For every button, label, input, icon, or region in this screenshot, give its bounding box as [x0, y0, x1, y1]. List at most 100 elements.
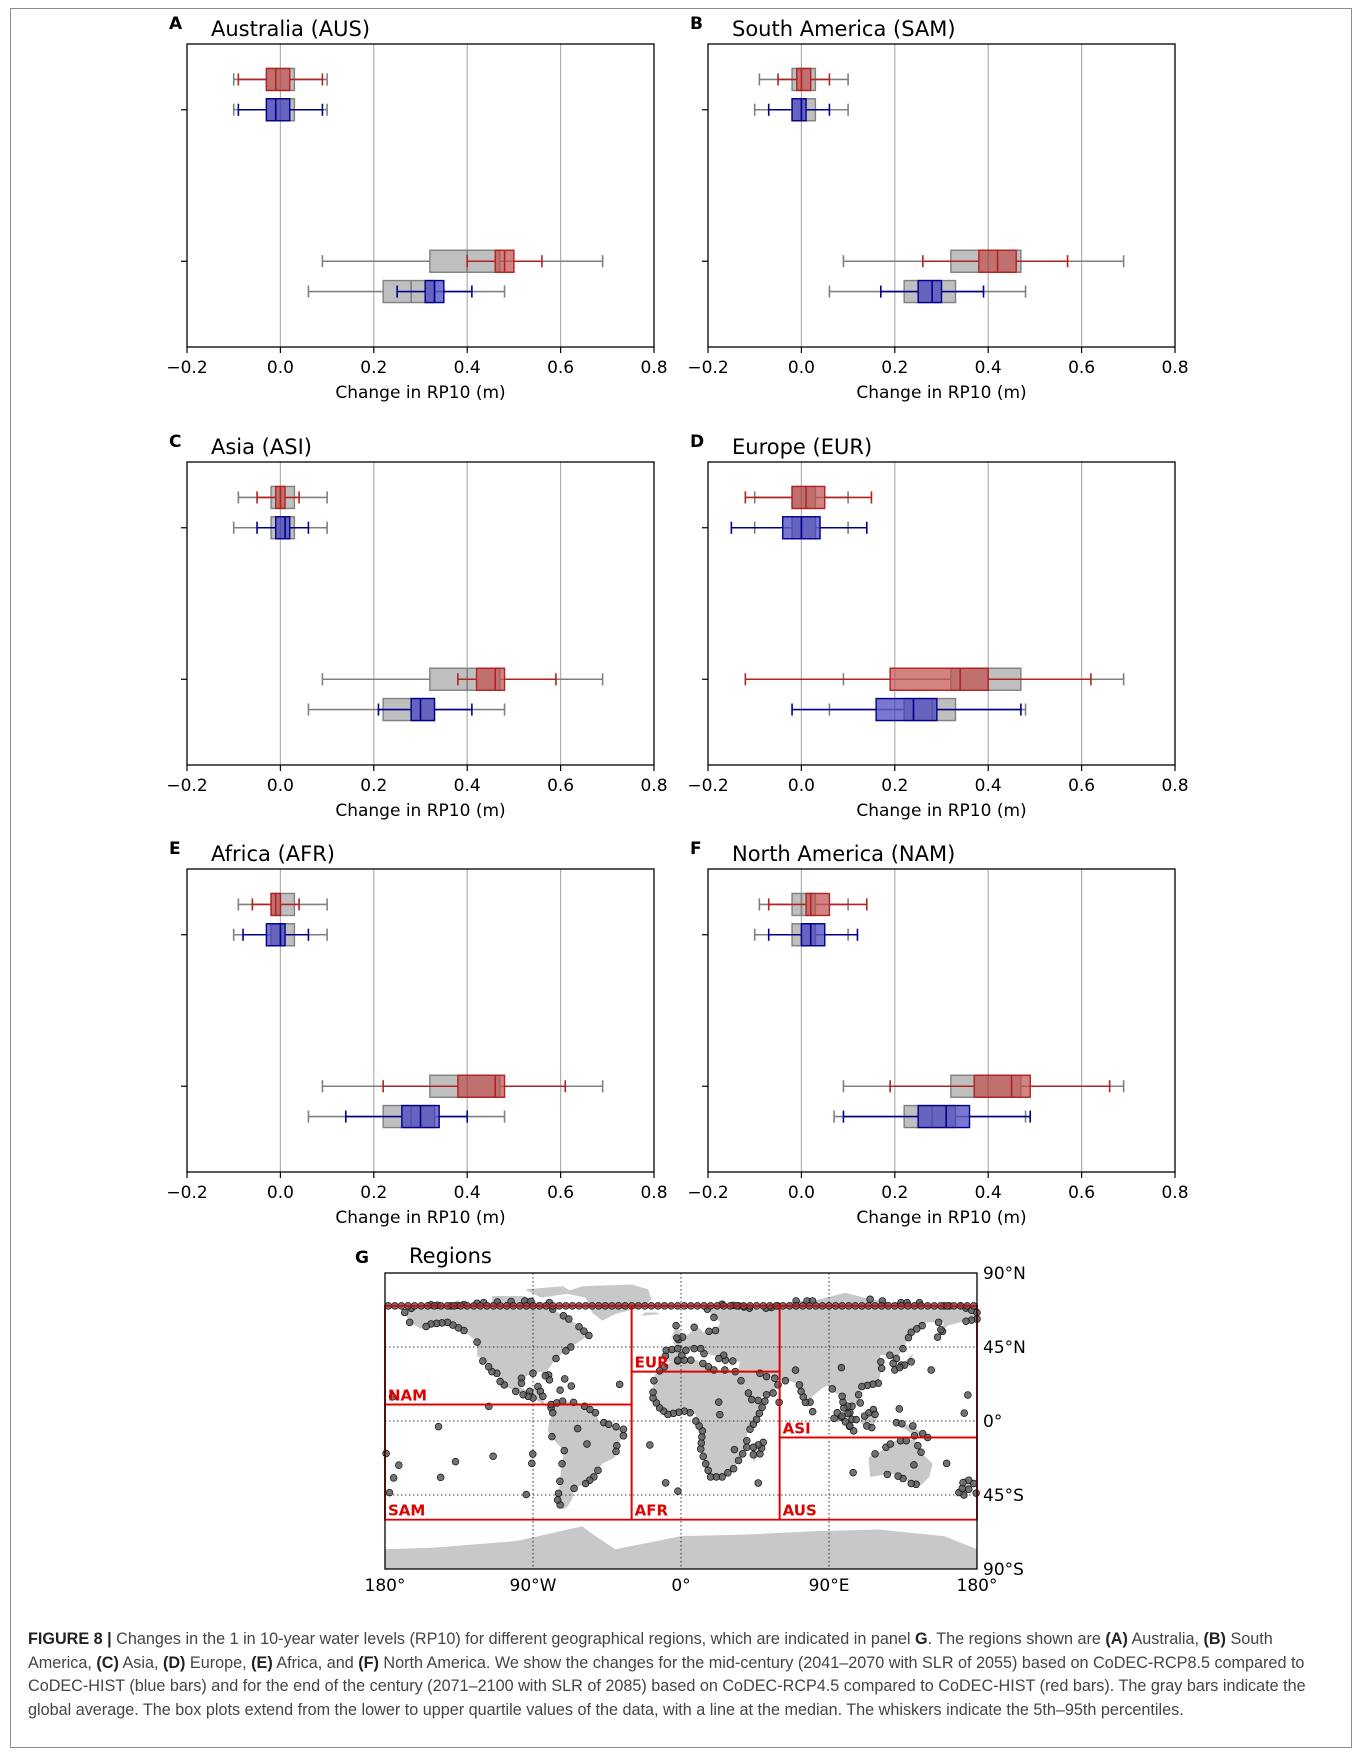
station-marker	[552, 1354, 560, 1363]
station-marker	[738, 1450, 747, 1458]
station-marker	[612, 1447, 620, 1456]
x-tick-label: 0.4	[454, 776, 481, 796]
station-marker	[889, 1359, 897, 1368]
blue-box	[265, 98, 291, 122]
panel-letter: F	[690, 839, 702, 859]
map-lat-label: 90°S	[983, 1560, 1024, 1580]
station-marker	[886, 1440, 895, 1448]
caption-ref-e: (E)	[251, 1653, 273, 1672]
panel-a: −0.2 0.0 0.2 0.4 0.6 0.8 Change in RP10 (m) Aus…	[166, 14, 667, 403]
x-tick-label: 0.6	[1068, 358, 1095, 378]
station-marker	[927, 1366, 935, 1374]
station-marker	[730, 1445, 739, 1454]
x-tick-label: 0.6	[547, 776, 574, 796]
station-marker	[854, 1390, 863, 1399]
panel-letter: D	[690, 432, 704, 452]
x-axis-label: Change in RP10 (m)	[856, 1208, 1026, 1228]
station-marker	[902, 1436, 911, 1445]
station-marker	[744, 1389, 753, 1397]
station-marker	[828, 1385, 837, 1393]
x-axis-label: Change in RP10 (m)	[335, 801, 505, 821]
blue-box	[917, 279, 943, 304]
station-marker	[553, 1496, 562, 1504]
station-marker	[838, 1412, 846, 1420]
region-label-asi: ASI	[783, 1419, 811, 1437]
x-tick-label: −0.2	[687, 358, 728, 378]
station-marker	[699, 1359, 707, 1368]
x-tick-label: 0.0	[788, 358, 815, 378]
station-marker	[388, 1393, 397, 1401]
station-marker	[473, 1338, 481, 1346]
axes-frame	[186, 461, 655, 766]
station-marker	[791, 1366, 800, 1374]
caption-ref-d: (D)	[162, 1653, 186, 1672]
station-marker	[959, 1478, 967, 1487]
station-marker	[837, 1363, 846, 1372]
region-label-afr: AFR	[635, 1502, 669, 1520]
region-label-eur: EUR	[635, 1354, 669, 1372]
station-marker	[781, 1376, 790, 1385]
map-lon-label: 180°	[957, 1576, 998, 1596]
station-marker	[965, 1485, 973, 1493]
station-marker	[650, 1376, 658, 1385]
station-marker	[687, 1356, 695, 1364]
figure-caption: FIGURE 8 | Changes in the 1 in 10-year w…	[28, 1628, 1338, 1722]
station-marker	[743, 1443, 751, 1452]
station-marker	[522, 1490, 531, 1499]
panel-title: Regions	[409, 1244, 492, 1268]
station-marker	[646, 1441, 654, 1449]
blue-box	[875, 697, 938, 722]
station-marker	[962, 1317, 970, 1325]
station-marker	[517, 1379, 526, 1387]
blue-box	[791, 98, 807, 122]
caption-ref-f: (F)	[358, 1653, 379, 1672]
panel-d: −0.2 0.0 0.2 0.4 0.6 0.8 Change in RP10 (m) Eur…	[687, 432, 1188, 821]
axes-frame	[707, 868, 1176, 1173]
station-marker	[560, 1375, 569, 1383]
station-marker	[894, 1472, 902, 1480]
station-marker	[690, 1323, 698, 1332]
station-marker	[937, 1325, 945, 1334]
blue-box	[265, 923, 286, 947]
station-marker	[673, 1356, 682, 1364]
caption-ref-a: (A)	[1105, 1630, 1128, 1648]
panel-letter: A	[169, 14, 183, 34]
x-tick-label: 0.0	[267, 1183, 294, 1203]
station-marker	[489, 1452, 497, 1461]
map-lon-label: 180°	[365, 1576, 406, 1596]
caption-ref-g: G	[914, 1630, 928, 1648]
red-box	[265, 67, 291, 92]
station-marker	[573, 1424, 582, 1433]
station-marker	[558, 1460, 566, 1468]
station-marker	[762, 1390, 771, 1399]
station-marker	[770, 1374, 779, 1382]
station-marker	[706, 1473, 715, 1481]
station-marker	[682, 1346, 690, 1355]
station-marker	[883, 1470, 892, 1479]
axes-frame	[707, 43, 1176, 348]
station-marker	[849, 1468, 857, 1477]
station-marker	[556, 1386, 564, 1394]
red-box	[796, 67, 812, 92]
x-axis-label: Change in RP10 (m)	[856, 801, 1026, 821]
station-marker	[594, 1466, 602, 1475]
map-lat-label: 90°N	[983, 1264, 1026, 1284]
station-marker	[389, 1474, 398, 1482]
x-tick-label: 0.8	[640, 358, 667, 378]
caption-text-1: Changes in the 1 in 10-year water levels…	[111, 1630, 915, 1648]
station-marker	[830, 1414, 838, 1423]
map-lat-label: 0°	[983, 1412, 1002, 1432]
station-marker	[672, 1321, 680, 1330]
station-marker	[749, 1443, 758, 1452]
region-label-aus: AUS	[783, 1502, 817, 1520]
station-marker	[746, 1425, 754, 1433]
x-tick-label: −0.2	[166, 776, 207, 796]
station-marker	[907, 1358, 915, 1366]
station-marker	[705, 1327, 713, 1336]
axes-frame	[707, 461, 1176, 766]
x-tick-label: 0.6	[547, 358, 574, 378]
x-tick-label: 0.6	[547, 1183, 574, 1203]
station-marker	[519, 1390, 527, 1399]
station-marker	[795, 1381, 804, 1389]
station-marker	[898, 1419, 906, 1428]
